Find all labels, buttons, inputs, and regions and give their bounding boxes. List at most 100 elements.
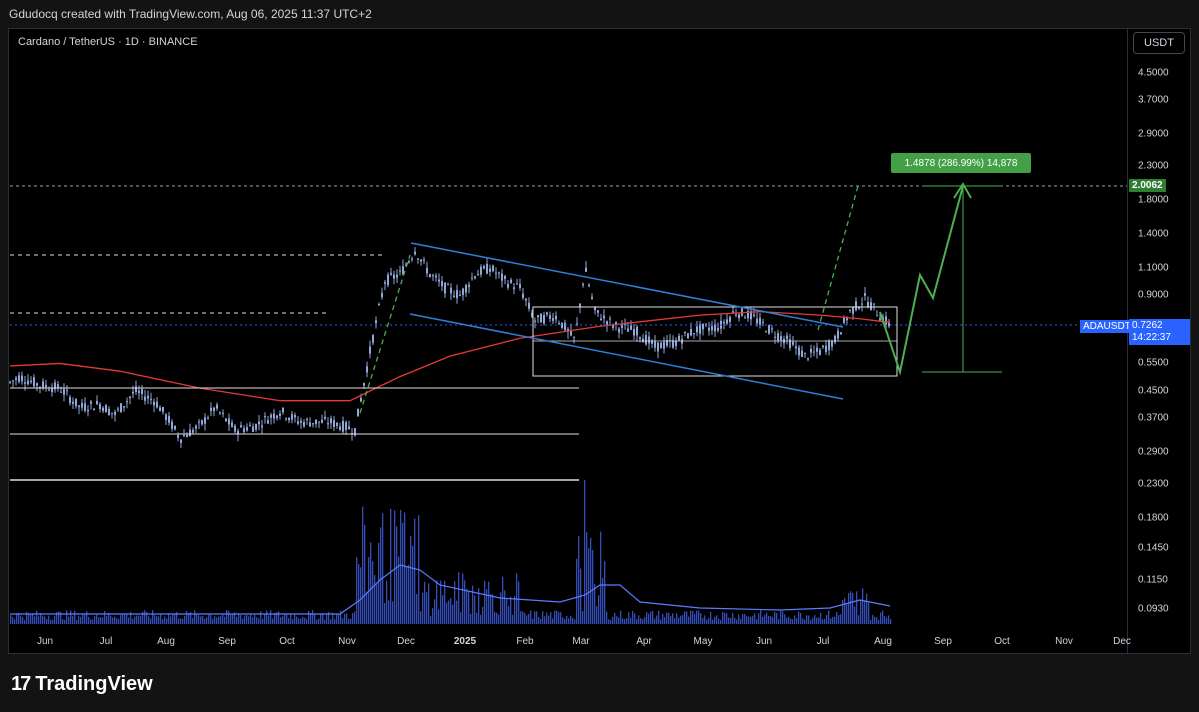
channel-upper-line xyxy=(410,242,844,328)
volume-bar xyxy=(56,612,58,624)
volume-bar xyxy=(240,615,242,624)
volume-bar xyxy=(710,611,712,624)
candle-body xyxy=(822,345,824,348)
candle-body xyxy=(843,317,845,323)
volume-bar xyxy=(134,616,136,624)
volume-bar xyxy=(716,615,718,624)
volume-bar xyxy=(868,602,870,624)
candle-body xyxy=(555,315,557,320)
candle-body xyxy=(645,335,647,345)
candle-body xyxy=(825,345,827,352)
volume-bar xyxy=(462,573,464,624)
volume-bar xyxy=(482,606,484,624)
header-attribution: Gdudocq created with TradingView.com, Au… xyxy=(9,7,372,21)
volume-bar xyxy=(510,596,512,624)
volume-bar xyxy=(108,612,110,624)
volume-bar xyxy=(294,613,296,624)
volume-bar xyxy=(212,618,214,624)
volume-bar xyxy=(690,610,692,624)
volume-bar xyxy=(824,618,826,624)
candle-body xyxy=(147,395,149,399)
y-tick-label: 0.4500 xyxy=(1138,385,1169,397)
volume-bar xyxy=(222,614,224,624)
candle-body xyxy=(621,324,623,328)
volume-bar xyxy=(888,615,890,624)
candle-body xyxy=(33,377,35,387)
volume-bar xyxy=(816,617,818,624)
candle-body xyxy=(435,275,437,278)
candle-body xyxy=(690,329,692,336)
candle-body xyxy=(816,347,818,352)
candle-body xyxy=(873,303,875,305)
volume-bar xyxy=(506,598,508,624)
candle-body xyxy=(195,425,197,429)
volume-bar xyxy=(350,618,352,624)
x-tick-label: Dec xyxy=(397,636,415,647)
candle-body xyxy=(39,386,41,388)
candle-body xyxy=(468,284,470,287)
volume-bar xyxy=(254,615,256,624)
candle-body xyxy=(675,340,677,346)
candle-body xyxy=(756,318,758,324)
volume-bar xyxy=(772,617,774,624)
x-tick-label: Jun xyxy=(755,636,773,647)
volume-bar xyxy=(174,614,176,624)
target-price-tag: 2.0062 xyxy=(1129,179,1166,192)
candle-body xyxy=(450,287,452,294)
volume-bar xyxy=(536,611,538,624)
candle-body xyxy=(522,293,524,298)
volume-bar xyxy=(218,616,220,624)
volume-bar xyxy=(678,617,680,624)
candle-body xyxy=(360,397,362,402)
volume-bar xyxy=(370,542,372,624)
volume-bar xyxy=(752,615,754,624)
candle-body xyxy=(18,375,20,382)
volume-bar xyxy=(562,617,564,624)
candle-body xyxy=(885,316,887,325)
candle-body xyxy=(87,409,89,412)
currency-button[interactable]: USDT xyxy=(1133,32,1185,54)
volume-bar xyxy=(828,610,830,624)
candle-body xyxy=(66,390,68,392)
y-tick-label: 1.1000 xyxy=(1138,262,1169,274)
candle-body xyxy=(213,407,215,412)
candle-body xyxy=(216,404,218,409)
candle-body xyxy=(804,352,806,354)
volume-bar xyxy=(440,580,442,624)
volume-bar xyxy=(658,610,660,624)
volume-bar xyxy=(584,480,586,624)
volume-bar xyxy=(450,598,452,624)
volume-bar xyxy=(882,610,884,624)
candle-body xyxy=(495,272,497,274)
candle-body xyxy=(810,348,812,353)
candle-body xyxy=(480,266,482,275)
candle-body xyxy=(315,419,317,424)
candle-body xyxy=(420,259,422,262)
candle-body xyxy=(261,425,263,428)
volume-bar xyxy=(622,618,624,624)
volume-bar xyxy=(818,617,820,624)
volume-bar xyxy=(396,526,398,624)
volume-bar xyxy=(196,613,198,624)
x-tick-label: Jul xyxy=(99,636,113,647)
candle-body xyxy=(75,398,77,407)
volume-bar xyxy=(458,572,460,624)
candle-body xyxy=(510,279,512,283)
candle-body xyxy=(381,293,383,298)
candle-body xyxy=(564,322,566,331)
volume-bar xyxy=(132,618,134,624)
candle-body xyxy=(405,264,407,266)
volume-bar xyxy=(180,618,182,624)
candle-body xyxy=(117,408,119,410)
tradingview-brand[interactable]: 17 TradingView xyxy=(11,673,153,696)
volume-bar xyxy=(420,611,422,624)
candle-body xyxy=(639,337,641,340)
candle-body xyxy=(519,284,521,288)
volume-bar xyxy=(712,619,714,624)
volume-bar xyxy=(100,617,102,624)
candle-body xyxy=(597,310,599,313)
volume-bar xyxy=(272,618,274,624)
candle-body xyxy=(327,423,329,425)
volume-bar xyxy=(14,619,16,624)
candle-body xyxy=(600,318,602,321)
